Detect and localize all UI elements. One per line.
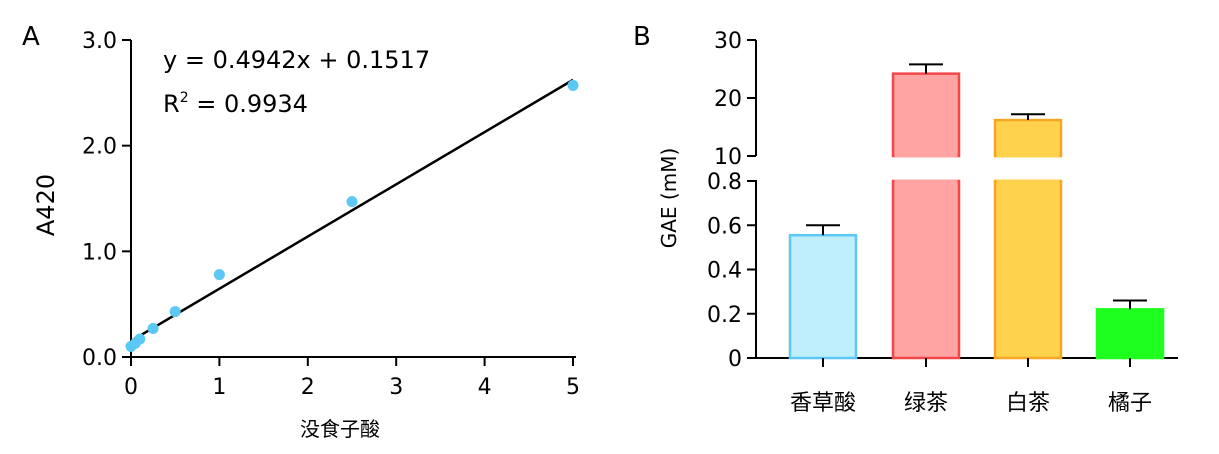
b-y-tick-label: 0.8 <box>707 170 742 195</box>
b-y-tick-label: 0.4 <box>707 259 742 284</box>
b-bar <box>788 233 858 360</box>
panel-a-y-label: A420 <box>32 174 60 236</box>
panel-b-x-labels: 香草酸 绿茶 白茶 橘子 <box>790 358 1152 416</box>
panel-a-fit-line <box>130 78 574 343</box>
a-x-tick-label: 5 <box>566 375 580 400</box>
panel-b: B 0 0.2 0.4 0.6 0.810 20 30 香草酸 绿茶 白茶 橘子 GAE (mM) <box>633 22 1178 416</box>
a-data-point <box>213 269 225 281</box>
b-bar-break-mask <box>996 179 1060 183</box>
b-category-label: 香草酸 <box>790 391 856 416</box>
a-x-tick-label: 3 <box>389 375 403 400</box>
a-x-tick-label: 4 <box>478 375 492 400</box>
a-x-tick-label: 0 <box>124 375 138 400</box>
a-x-tick-label: 1 <box>212 375 226 400</box>
b-bar <box>1095 308 1165 360</box>
b-category-label: 橘子 <box>1108 391 1152 416</box>
panel-b-bars <box>788 63 1165 360</box>
b-bar-lower <box>891 179 961 360</box>
a-data-point <box>169 306 181 318</box>
a-y-tick-label: 2.0 <box>82 135 117 160</box>
panel-a-points <box>125 79 579 352</box>
a-data-point <box>567 79 579 91</box>
panel-a-r2-value: = 0.9934 <box>189 90 308 118</box>
panel-b-y-label: GAE (mM) <box>657 148 681 249</box>
panel-a-label: A <box>22 22 40 52</box>
a-data-point <box>147 322 159 334</box>
panel-a: A 0.0 1.0 2.0 3.0 0 1 2 3 4 5 y = 0.4942x + 0.15… <box>22 22 580 441</box>
a-data-point <box>134 333 146 345</box>
a-data-point <box>346 196 358 208</box>
a-y-tick-label: 3.0 <box>82 29 117 54</box>
a-y-tick-label: 1.0 <box>82 240 117 265</box>
b-y-tick-label: 10 <box>714 145 742 170</box>
b-bar-upper <box>993 118 1063 158</box>
panel-a-r2: R2 = 0.9934 <box>163 90 308 118</box>
b-y-tick-label: 0.2 <box>707 303 742 328</box>
b-y-tick-label: 30 <box>714 29 742 54</box>
panel-b-y-ticks: 0 0.2 0.4 0.6 0.810 20 30 <box>707 29 756 372</box>
b-bar-upper <box>891 72 961 158</box>
b-category-label: 白茶 <box>1006 391 1050 416</box>
panel-a-x-label: 没食子酸 <box>300 417 380 441</box>
b-y-tick-label: 20 <box>714 87 742 112</box>
panel-a-equation: y = 0.4942x + 0.1517 <box>163 46 430 74</box>
panel-b-label: B <box>633 22 651 52</box>
b-bar-break-mask <box>894 179 958 183</box>
panel-a-r2-prefix: R <box>163 90 180 118</box>
panel-a-r2-sup: 2 <box>180 90 189 106</box>
panel-a-x-ticks: 0 1 2 3 4 5 <box>124 357 580 400</box>
a-y-tick-label: 0.0 <box>82 346 117 371</box>
b-bar-lower <box>993 179 1063 360</box>
b-y-tick-label: 0 <box>728 347 742 372</box>
b-bar-break-mask <box>996 154 1060 158</box>
b-y-tick-label: 0.6 <box>707 214 742 239</box>
panel-a-y-ticks: 0.0 1.0 2.0 3.0 <box>82 29 131 371</box>
a-x-tick-label: 2 <box>301 375 315 400</box>
b-bar-break-mask <box>894 154 958 158</box>
b-category-label: 绿茶 <box>904 391 948 416</box>
